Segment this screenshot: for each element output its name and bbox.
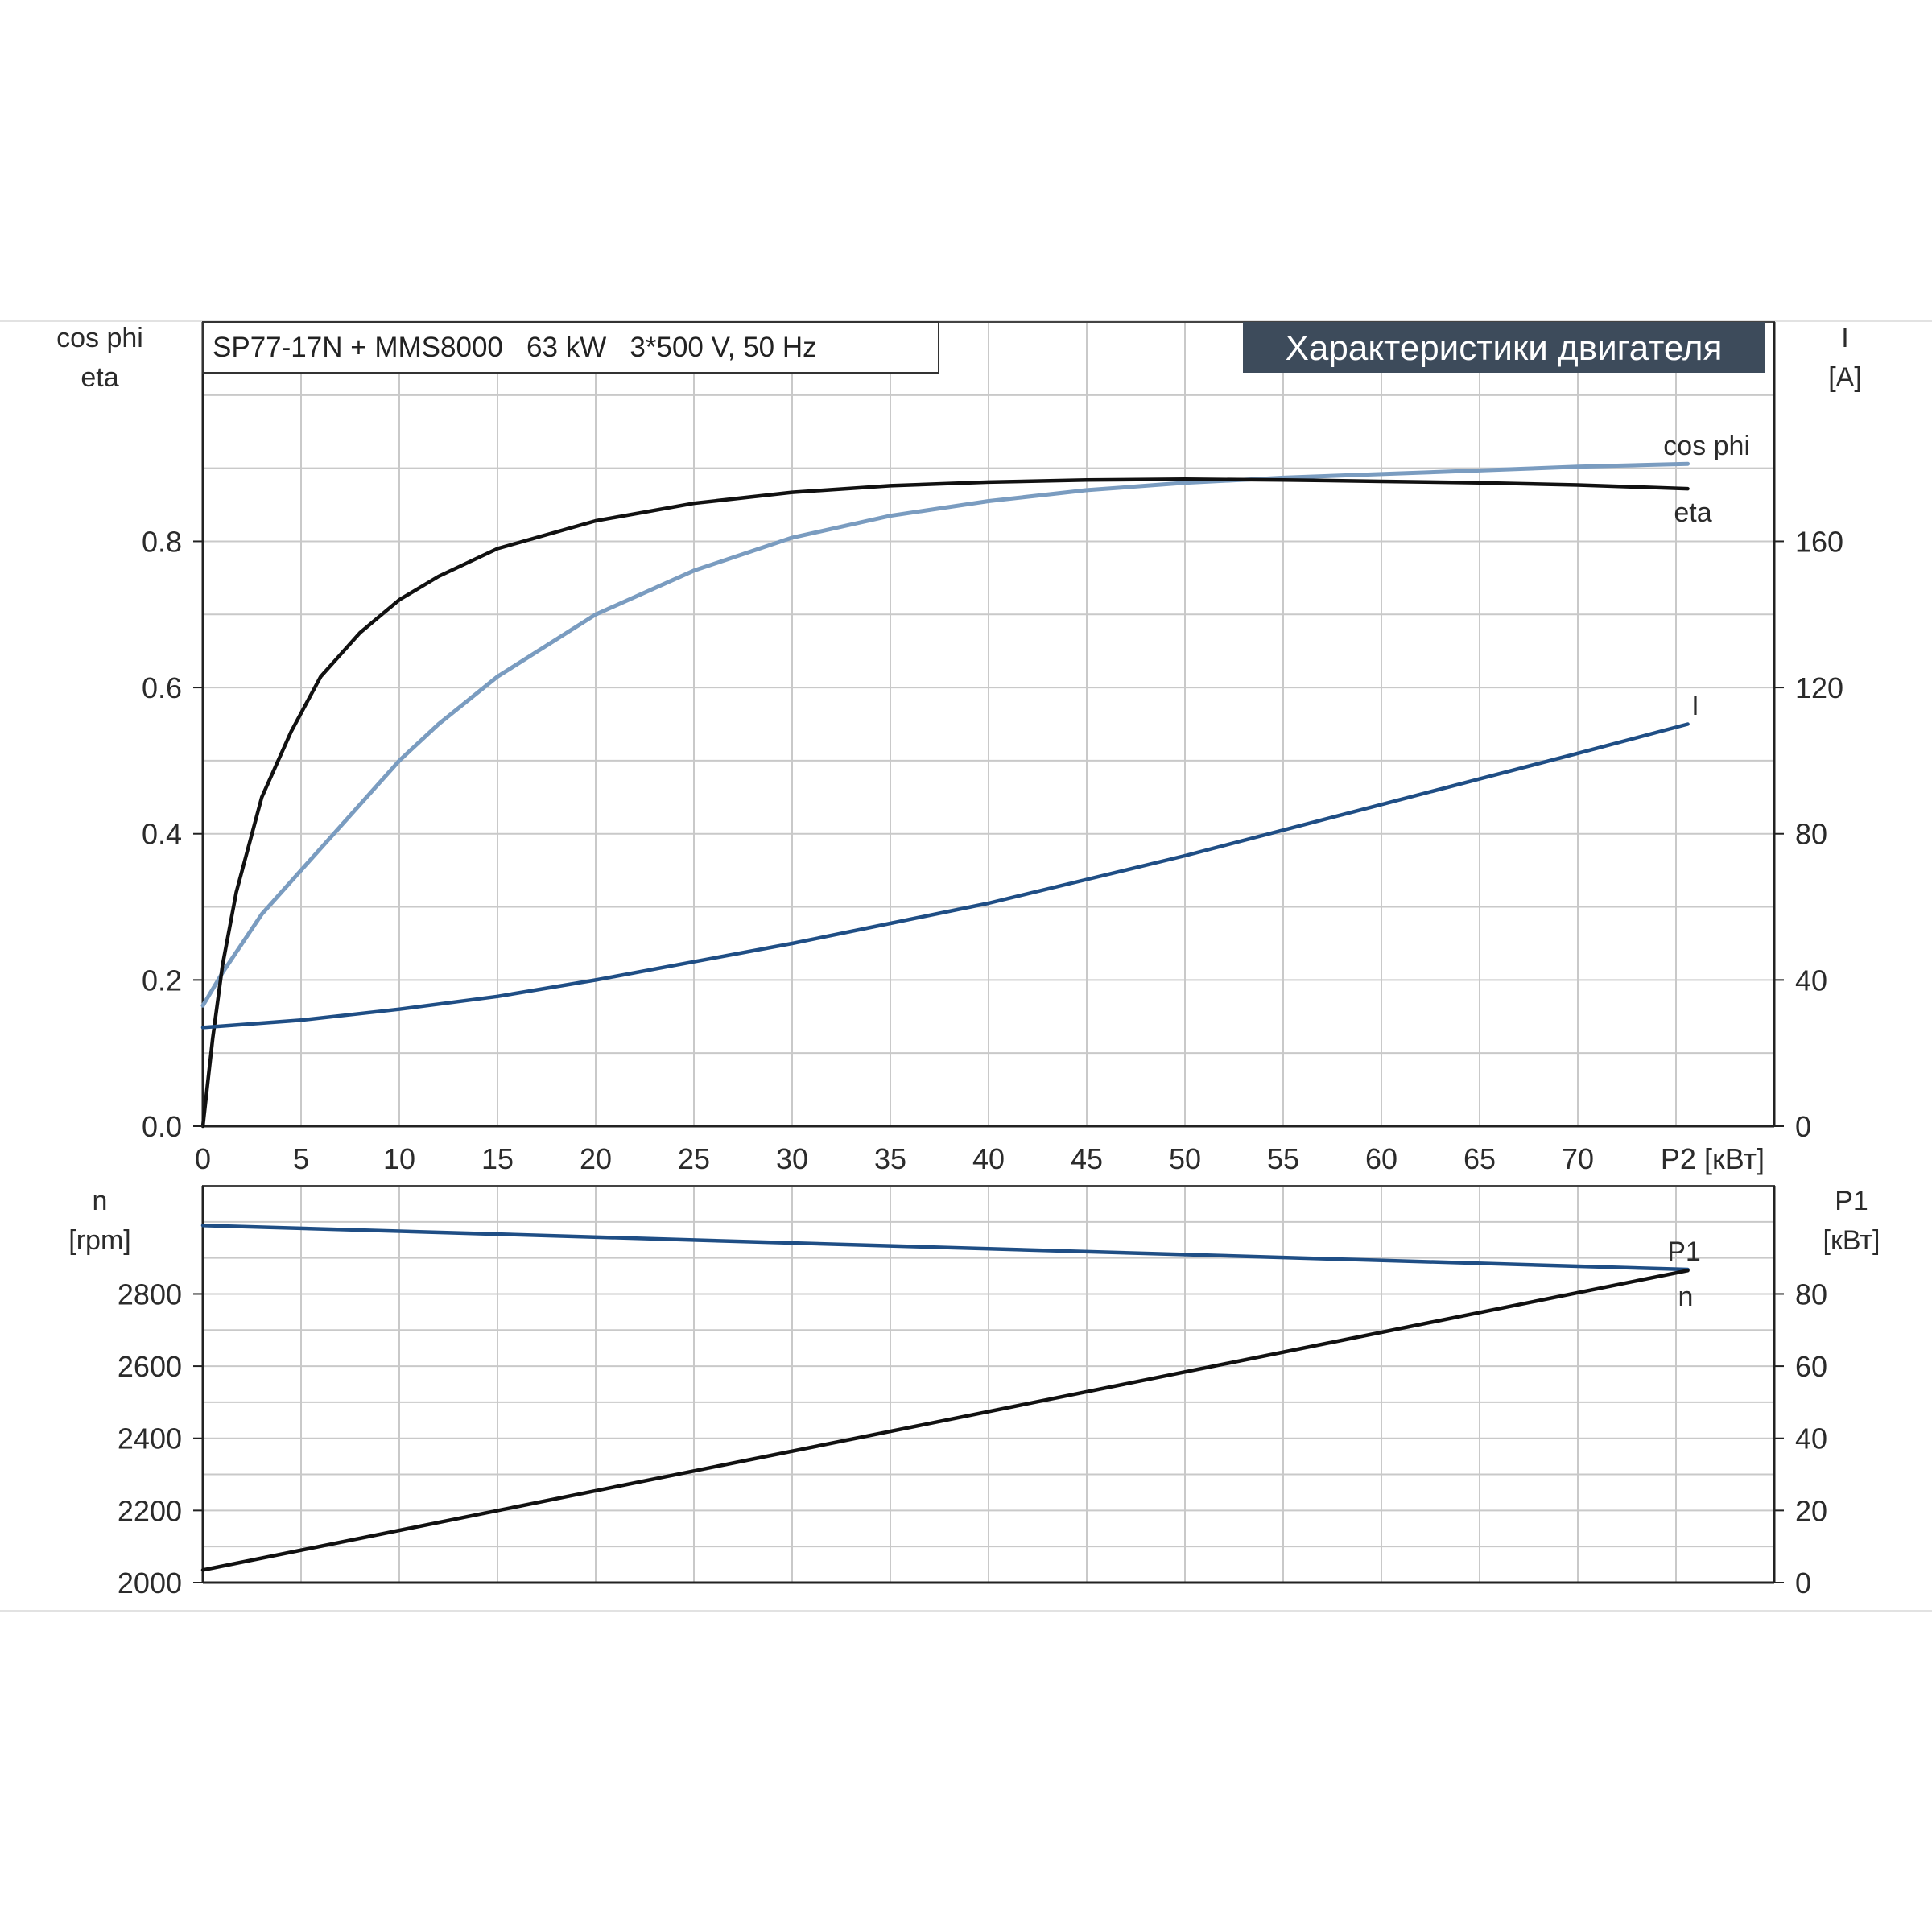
upper-left-tick-label: 0.4 xyxy=(142,818,182,851)
upper-right-tick-label: 40 xyxy=(1795,964,1827,997)
upper-series xyxy=(200,461,1690,1129)
x-tick-label: 40 xyxy=(972,1142,1005,1175)
upper-right-axis-label-1: I xyxy=(1841,323,1848,353)
lower-left-tick-label: 2800 xyxy=(118,1278,182,1311)
x-tick-label: 30 xyxy=(776,1142,808,1175)
x-tick-label: 5 xyxy=(293,1142,309,1175)
lower-series xyxy=(200,1224,1690,1572)
upper-frame xyxy=(201,321,1776,1128)
upper-left-axis-label-1: cos phi xyxy=(56,323,143,353)
upper-tick-labels: 0.0 0.2 0.4 0.6 0.8 0 40 80 120 160 0 5 10 15 20 25 30 35… xyxy=(142,525,1843,1175)
title-box xyxy=(202,321,939,374)
x-tick-label: 55 xyxy=(1267,1142,1299,1175)
x-tick-label: 0 xyxy=(195,1142,211,1175)
x-axis-label: P2 [кВт] xyxy=(1661,1142,1765,1175)
upper-right-tick-label: 0 xyxy=(1795,1110,1811,1143)
series-label-cos-phi: cos phi xyxy=(1663,431,1750,461)
lower-right-tick-label: 80 xyxy=(1795,1278,1827,1311)
upper-right-tick-label: 120 xyxy=(1795,671,1843,704)
x-tick-label: 65 xyxy=(1463,1142,1496,1175)
lower-right-tick-label: 20 xyxy=(1795,1494,1827,1527)
x-tick-label: 20 xyxy=(580,1142,612,1175)
lower-left-tick-label: 2200 xyxy=(118,1494,182,1527)
series-line-current xyxy=(200,722,1690,1030)
series-line-p1 xyxy=(200,1269,1690,1572)
lower-right-tick-label: 0 xyxy=(1795,1567,1811,1600)
upper-grid xyxy=(203,322,1774,1126)
upper-left-tick-label: 0.6 xyxy=(142,671,182,704)
lower-left-tick-label: 2400 xyxy=(118,1422,182,1455)
upper-right-tick-label: 80 xyxy=(1795,818,1827,851)
lower-tick-labels: 2000 2200 2400 2600 2800 0 20 40 60 80 xyxy=(118,1278,1827,1600)
series-label-p1: P1 xyxy=(1667,1236,1701,1267)
chart-badge: Характеристики двигателя xyxy=(1286,328,1723,368)
lower-left-tick-label: 2000 xyxy=(118,1567,182,1600)
lower-left-axis-label-1: n xyxy=(93,1186,108,1216)
upper-right-tick-label: 160 xyxy=(1795,525,1843,558)
x-tick-label: 35 xyxy=(874,1142,906,1175)
lower-right-tick-label: 60 xyxy=(1795,1350,1827,1383)
upper-left-tick-label: 0.8 xyxy=(142,525,182,558)
chart-title: SP77-17N + MMS8000 63 kW 3*500 V, 50 Hz xyxy=(213,332,817,363)
upper-left-tick-label: 0.0 xyxy=(142,1110,182,1143)
series-label-current: I xyxy=(1691,691,1699,721)
series-label-eta: eta xyxy=(1674,497,1711,528)
lower-right-axis-label-1: P1 xyxy=(1835,1186,1868,1216)
series-line-speed xyxy=(200,1224,1690,1272)
series-line-eta xyxy=(200,477,1690,1129)
lower-right-axis-label-2: [кВт] xyxy=(1823,1225,1880,1256)
badge-background xyxy=(1243,322,1765,373)
series-label-speed: n xyxy=(1678,1282,1694,1312)
x-tick-label: 45 xyxy=(1071,1142,1103,1175)
upper-left-axis-label-2: eta xyxy=(80,362,118,393)
x-tick-label: 25 xyxy=(678,1142,710,1175)
lower-frame xyxy=(201,1185,1776,1584)
x-tick-label: 15 xyxy=(481,1142,514,1175)
upper-right-axis-label-2: [A] xyxy=(1828,362,1862,393)
lower-right-tick-label: 40 xyxy=(1795,1422,1827,1455)
x-tick-label: 70 xyxy=(1562,1142,1594,1175)
x-tick-label: 50 xyxy=(1169,1142,1201,1175)
lower-left-tick-label: 2600 xyxy=(118,1350,182,1383)
upper-left-tick-label: 0.2 xyxy=(142,964,182,997)
lower-left-axis-label-2: [rpm] xyxy=(68,1225,130,1256)
series-line-cos-phi xyxy=(200,461,1690,1008)
x-tick-label: 10 xyxy=(383,1142,415,1175)
x-tick-label: 60 xyxy=(1365,1142,1397,1175)
